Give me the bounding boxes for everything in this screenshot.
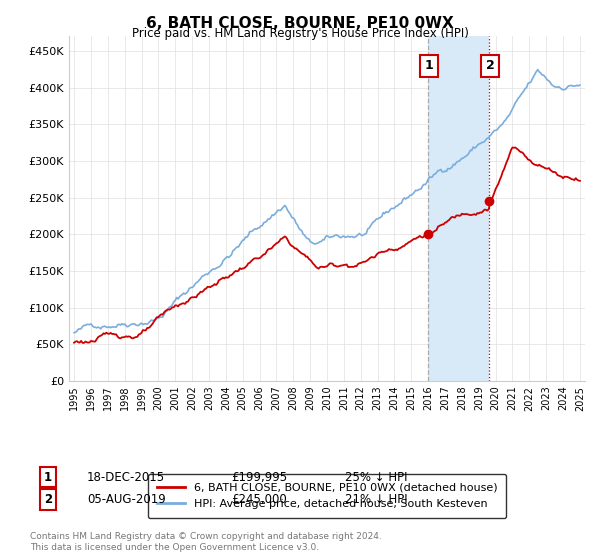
Text: 25% ↓ HPI: 25% ↓ HPI [345, 470, 407, 484]
Text: 6, BATH CLOSE, BOURNE, PE10 0WX: 6, BATH CLOSE, BOURNE, PE10 0WX [146, 16, 454, 31]
Legend: 6, BATH CLOSE, BOURNE, PE10 0WX (detached house), HPI: Average price, detached h: 6, BATH CLOSE, BOURNE, PE10 0WX (detache… [148, 474, 506, 518]
Text: 21% ↓ HPI: 21% ↓ HPI [345, 493, 407, 506]
Text: 2: 2 [486, 59, 494, 72]
Text: £245,000: £245,000 [231, 493, 287, 506]
Text: 1: 1 [425, 59, 434, 72]
Text: Contains HM Land Registry data © Crown copyright and database right 2024.
This d: Contains HM Land Registry data © Crown c… [30, 532, 382, 552]
Text: Price paid vs. HM Land Registry's House Price Index (HPI): Price paid vs. HM Land Registry's House … [131, 27, 469, 40]
Text: 05-AUG-2019: 05-AUG-2019 [87, 493, 166, 506]
Text: 2: 2 [44, 493, 52, 506]
Text: £199,995: £199,995 [231, 470, 287, 484]
Bar [428, 36, 488, 381]
Text: 18-DEC-2015: 18-DEC-2015 [87, 470, 165, 484]
Text: 1: 1 [44, 470, 52, 484]
